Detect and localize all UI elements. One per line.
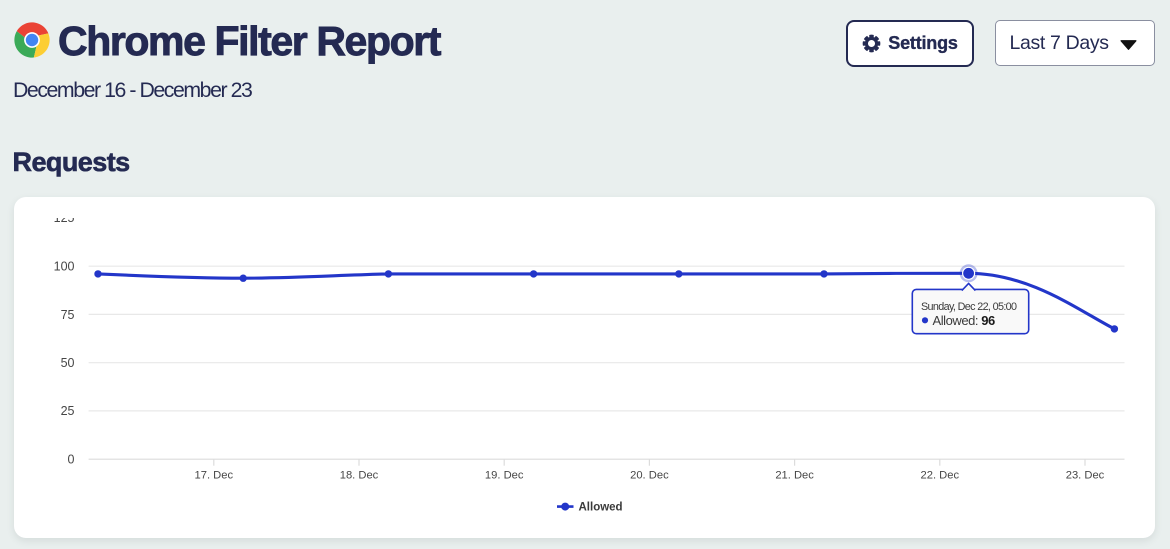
svg-text:21. Dec: 21. Dec (775, 470, 814, 482)
svg-text:22. Dec: 22. Dec (921, 470, 960, 482)
svg-text:125: 125 (54, 211, 75, 225)
svg-text:0: 0 (68, 453, 75, 467)
svg-text:19. Dec: 19. Dec (485, 470, 524, 482)
svg-text:Sunday, Dec 22, 05:00: Sunday, Dec 22, 05:00 (921, 301, 1017, 313)
svg-text:18. Dec: 18. Dec (340, 470, 379, 482)
svg-text:75: 75 (61, 308, 75, 322)
svg-text:20. Dec: 20. Dec (630, 470, 669, 482)
svg-text:50: 50 (61, 356, 75, 370)
svg-text:17. Dec: 17. Dec (195, 470, 234, 482)
svg-text:23. Dec: 23. Dec (1066, 470, 1105, 482)
svg-text:Allowed: Allowed (579, 502, 623, 514)
svg-text:Allowed: 96: Allowed: 96 (933, 313, 995, 328)
svg-text:100: 100 (54, 260, 75, 274)
svg-text:25: 25 (61, 404, 75, 418)
